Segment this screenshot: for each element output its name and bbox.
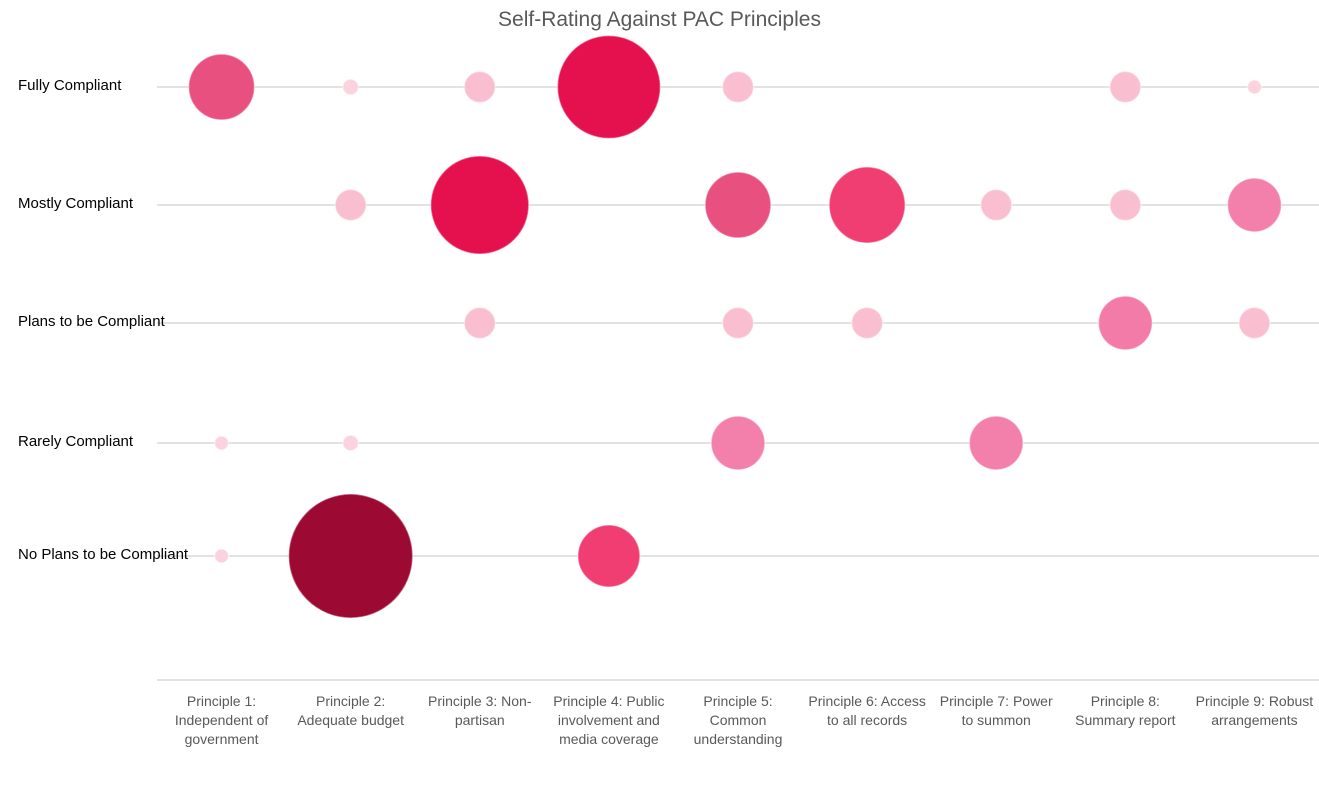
bubble [704,171,772,239]
bubble [1226,177,1283,233]
bubble [1246,79,1263,95]
bubble [187,53,256,121]
x-tick-label: Principle 1: Independent of government [174,693,269,747]
bubble [1097,295,1153,351]
y-tick-label: No Plans to be Compliant [18,546,189,563]
bubble [213,435,230,451]
bubble [721,306,755,340]
bubble [334,188,367,222]
chart-title: Self-Rating Against PAC Principles [498,8,821,31]
y-tick-label: Rarely Compliant [18,433,134,450]
bubble [1109,188,1142,222]
bubble [213,548,230,564]
y-tick-label: Mostly Compliant [18,195,134,212]
bubble [979,188,1013,222]
x-tick-label: Principle 5: Common understanding [693,693,783,747]
bubble [463,70,497,104]
bubble [342,78,360,96]
x-tick-label: Principle 8: Summary report [1075,693,1176,728]
x-tick-label: Principle 2: Adequate budget [297,693,404,728]
bubble [430,155,530,255]
x-tick-label: Principle 3: Non-partisan [428,693,532,728]
x-tick-label: Principle 6: Access to all records [808,693,926,728]
y-tick-label: Plans to be Compliant [18,313,165,330]
x-tick-label: Principle 4: Public involvement and medi… [553,693,665,747]
bubble [577,524,641,588]
bubble [556,34,662,140]
bubble [342,434,360,452]
bubble [968,415,1024,471]
y-tick-label: Fully Compliant [18,77,122,94]
x-tick-label: Principle 7: Power to summon [939,693,1053,728]
bubble [721,70,755,104]
bubble [463,306,497,340]
x-tick-label: Principle 9: Robust arrangements [1195,693,1314,728]
bubble [850,306,884,340]
bubble [1238,306,1271,340]
bubble [287,493,414,619]
bubble [828,166,906,244]
bubble [1109,70,1142,104]
bubble [710,415,766,471]
